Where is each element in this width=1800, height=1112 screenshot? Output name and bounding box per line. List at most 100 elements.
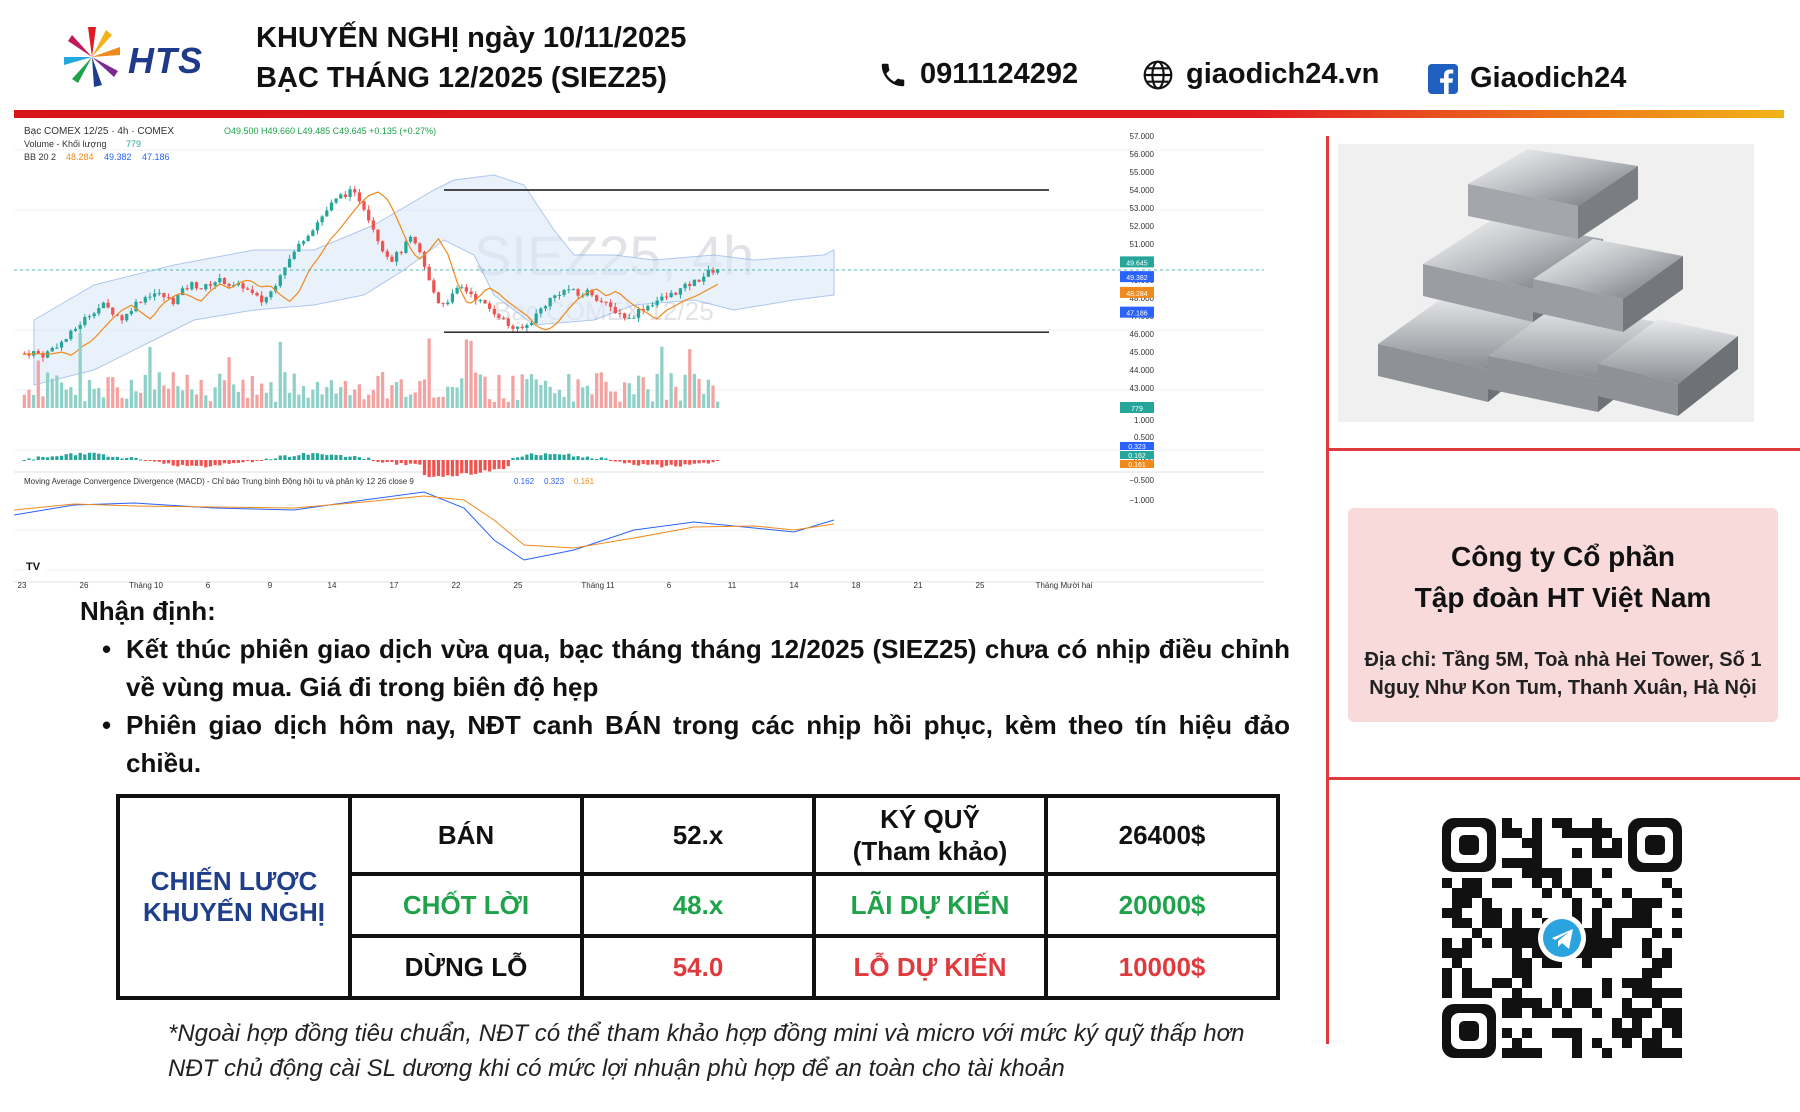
- macd-bar: [152, 460, 157, 462]
- website-contact[interactable]: giaodich24.vn: [1142, 58, 1379, 91]
- qr-module: [1532, 848, 1542, 858]
- qr-module: [1642, 948, 1652, 958]
- macd-bar: [678, 460, 683, 467]
- website-link: giaodich24.vn: [1186, 58, 1380, 90]
- candle-body: [562, 290, 566, 296]
- candle-body: [432, 280, 436, 293]
- candle-body: [325, 210, 329, 217]
- candle-body: [548, 297, 552, 307]
- candle-body: [520, 326, 524, 328]
- qr-module: [1552, 878, 1562, 888]
- macd-bar: [78, 452, 82, 460]
- candle-body: [367, 209, 371, 221]
- volume-bar: [371, 390, 375, 408]
- volume-bar: [436, 396, 441, 408]
- macd-bar: [394, 460, 399, 465]
- qr-module: [1582, 988, 1592, 998]
- phone-number: 0911124292: [920, 58, 1079, 90]
- volume-bar: [655, 373, 659, 408]
- qr-module: [1512, 828, 1522, 838]
- candle-body: [660, 296, 664, 301]
- macd-bar: [529, 453, 534, 460]
- time-tick: 14: [790, 581, 799, 590]
- time-tick: 26: [80, 581, 89, 590]
- company-address: Địa chỉ: Tầng 5M, Toà nhà Hei Tower, Số …: [1348, 646, 1778, 702]
- analysis-bullet-1-text: Kết thúc phiên giao dịch vừa qua, bạc th…: [126, 634, 1290, 702]
- qr-module: [1522, 1048, 1532, 1058]
- qr-module: [1512, 918, 1522, 928]
- time-tick: 23: [18, 581, 27, 590]
- macd-bar: [343, 456, 348, 460]
- macd-bar: [450, 460, 455, 477]
- candlestick-series: [22, 185, 720, 362]
- qr-module: [1612, 918, 1622, 928]
- macd-bar: [264, 458, 268, 460]
- macd-bar: [22, 459, 26, 461]
- volume-bar: [567, 374, 571, 408]
- volume-bar: [120, 397, 124, 408]
- candle-body: [73, 328, 78, 331]
- telegram-qr-code[interactable]: [1442, 818, 1682, 1058]
- candle-body: [501, 317, 506, 319]
- qr-module: [1512, 998, 1522, 1008]
- candle-body: [176, 295, 180, 305]
- qr-module: [1592, 928, 1602, 938]
- macd-bar: [45, 457, 50, 460]
- qr-module: [1482, 908, 1492, 918]
- candle-body: [41, 353, 45, 358]
- candle-body: [362, 201, 366, 210]
- candle-body: [697, 279, 701, 282]
- macd-bar: [515, 457, 520, 460]
- facebook-contact[interactable]: Giaodich24: [1428, 62, 1626, 95]
- candle-body: [27, 353, 31, 356]
- candle-body: [618, 313, 622, 315]
- phone-contact[interactable]: 0911124292: [878, 58, 1078, 91]
- candle-body: [604, 301, 608, 303]
- macd-bar: [171, 460, 175, 466]
- candle-body: [148, 296, 152, 298]
- macd-bar: [120, 458, 124, 460]
- macd-bar: [716, 460, 720, 461]
- candle-body: [408, 236, 413, 242]
- candle-body: [143, 297, 147, 303]
- qr-module: [1622, 1028, 1632, 1038]
- qr-module: [1622, 918, 1632, 928]
- volume-bar: [418, 380, 422, 408]
- bullet-dot: •: [102, 710, 112, 740]
- candle-body: [45, 351, 50, 358]
- hts-logo: [64, 27, 120, 87]
- volume-bar: [636, 375, 641, 408]
- candle-body: [194, 282, 199, 289]
- qr-module: [1652, 928, 1662, 938]
- macd-bar: [194, 460, 199, 466]
- candle-body: [599, 300, 603, 302]
- expected-profit-amount: 20000$: [1044, 872, 1280, 938]
- qr-module: [1462, 938, 1472, 948]
- qr-module: [1492, 918, 1502, 928]
- analysis-heading: Nhận định:: [80, 596, 216, 626]
- volume-bar: [171, 372, 175, 408]
- volume-bar: [283, 372, 287, 408]
- macd-tag-box: [1120, 442, 1154, 450]
- qr-module: [1642, 1008, 1652, 1018]
- candle-body: [692, 279, 697, 286]
- candle-body: [418, 243, 422, 253]
- take-profit-action: CHỐT LỜI: [348, 872, 584, 938]
- macd-bar: [683, 460, 687, 465]
- bb-basis: 48.284: [66, 152, 94, 162]
- candle-body: [534, 313, 538, 324]
- price-tag-label: 48.284: [1126, 291, 1148, 298]
- candle-body: [59, 341, 64, 348]
- qr-module: [1442, 878, 1452, 888]
- bb-basis-line: [24, 191, 718, 356]
- qr-module: [1612, 838, 1622, 848]
- candle-body: [553, 295, 557, 298]
- macd-tag-box: [1120, 460, 1154, 468]
- qr-module: [1552, 998, 1562, 1008]
- chart-ohlc: O49.500 H49.660 L49.485 C49.645 +0.135 (…: [224, 126, 436, 136]
- volume-bar: [539, 384, 543, 408]
- macd-bar: [64, 454, 68, 460]
- qr-module: [1562, 1028, 1572, 1038]
- qr-module: [1452, 888, 1462, 898]
- qr-module: [1552, 958, 1562, 968]
